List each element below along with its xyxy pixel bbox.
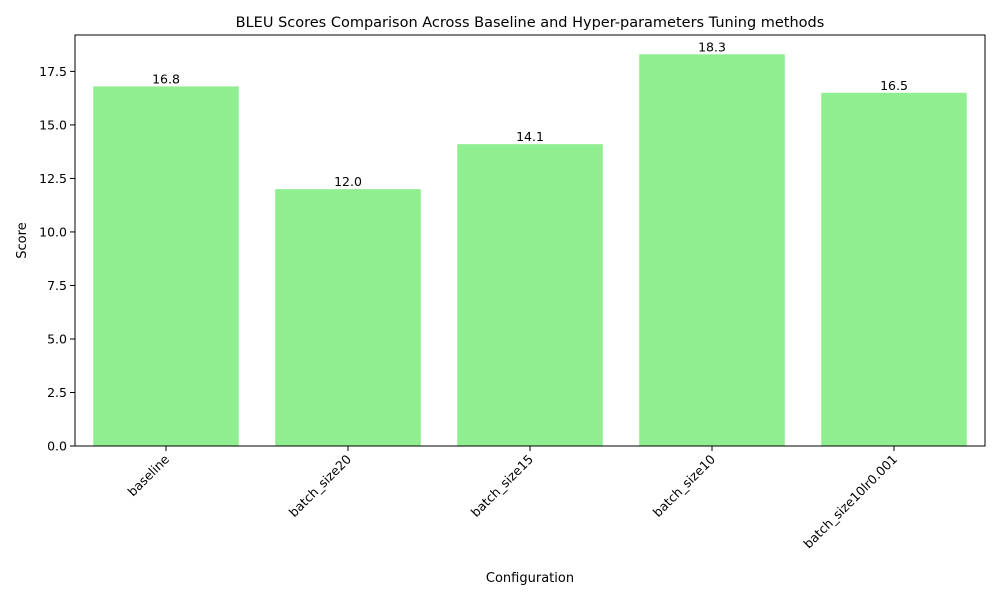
y-axis: 0.0 2.5 5.0 7.5 10.0 12.5 15.0 17.5 bbox=[39, 64, 75, 454]
x-tick-label-batch_size20: batch_size20 bbox=[286, 451, 354, 519]
bar-batch_size10lr0.001 bbox=[821, 92, 967, 446]
y-tick-label: 0.0 bbox=[47, 439, 67, 454]
value-label-batch_size20: 12.0 bbox=[334, 174, 362, 189]
x-axis-label: Configuration bbox=[486, 571, 574, 586]
bar-batch_size20 bbox=[275, 189, 421, 446]
y-tick-label: 2.5 bbox=[47, 385, 67, 400]
y-tick-label: 7.5 bbox=[47, 278, 67, 293]
y-tick-label: 12.5 bbox=[39, 171, 67, 186]
value-label-baseline: 16.8 bbox=[152, 71, 180, 86]
y-axis-label: Score bbox=[15, 222, 30, 258]
bars-group bbox=[93, 54, 967, 446]
y-tick-label: 10.0 bbox=[39, 224, 67, 239]
bar-baseline bbox=[93, 86, 239, 446]
value-label-batch_size10lr0.001: 16.5 bbox=[880, 78, 908, 93]
x-tick-label-batch_size10: batch_size10 bbox=[650, 451, 718, 519]
y-tick-label: 17.5 bbox=[39, 64, 67, 79]
x-tick-label-batch_size10lr0.001: batch_size10lr0.001 bbox=[800, 452, 900, 552]
bar-batch_size15 bbox=[457, 144, 603, 446]
plot-frame bbox=[74, 34, 986, 447]
chart-title: BLEU Scores Comparison Across Baseline a… bbox=[236, 15, 825, 31]
value-labels-group: 16.8 12.0 14.1 18.3 16.5 bbox=[152, 39, 908, 189]
x-axis: baseline batch_size20 batch_size15 batch_si… bbox=[124, 446, 900, 551]
y-tick-label: 5.0 bbox=[47, 331, 67, 346]
value-label-batch_size15: 14.1 bbox=[516, 129, 544, 144]
value-label-batch_size10: 18.3 bbox=[698, 39, 726, 54]
y-tick-label: 15.0 bbox=[39, 117, 67, 132]
x-tick-label-batch_size15: batch_size15 bbox=[468, 452, 536, 520]
x-tick-label-baseline: baseline bbox=[124, 451, 172, 499]
bar-batch_size10 bbox=[639, 54, 785, 446]
